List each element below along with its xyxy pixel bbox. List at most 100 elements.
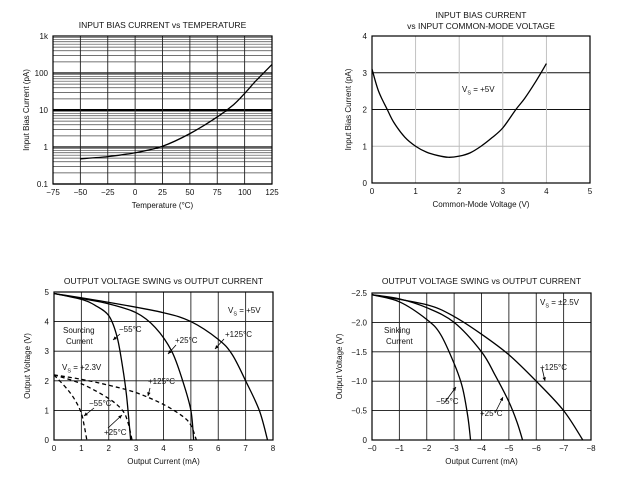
annotation-label: −55°C <box>436 397 459 406</box>
chart-title: OUTPUT VOLTAGE SWING vs OUTPUT CURRENT <box>382 276 581 286</box>
arrowhead-icon <box>499 397 503 401</box>
x-tick-label: −8 <box>586 444 596 453</box>
y-tick-label: −2.5 <box>351 289 367 298</box>
annotation-label: Sinking <box>384 326 410 335</box>
plot-frame <box>371 292 592 441</box>
y-tick-label: 4 <box>45 318 50 327</box>
arrowhead-icon <box>542 377 546 381</box>
y-tick-label: 10 <box>39 106 48 115</box>
chart-4: OUTPUT VOLTAGE SWING vs OUTPUT CURRENT −0… <box>335 276 596 466</box>
x-tick-label: 2 <box>107 444 112 453</box>
x-tick-label: 1 <box>413 187 418 196</box>
x-tick-label: 0 <box>370 187 375 196</box>
chart-title: INPUT BIAS CURRENT <box>436 10 527 20</box>
x-tick-label: −6 <box>532 444 542 453</box>
x-tick-label: 50 <box>185 188 194 197</box>
annotation-label: Current <box>386 337 413 346</box>
y-tick-label: −2.0 <box>351 318 367 327</box>
chart-title: INPUT BIAS CURRENT vs TEMPERATURE <box>79 20 247 30</box>
y-tick-label: 1 <box>363 142 368 151</box>
y-tick-label: 3 <box>363 69 368 78</box>
series-line <box>53 292 132 441</box>
x-axis-label: Temperature (°C) <box>132 201 194 210</box>
x-tick-label: −1 <box>395 444 405 453</box>
y-tick-label: 4 <box>363 32 368 41</box>
x-axis-label: Common-Mode Voltage (V) <box>433 200 530 209</box>
series-line <box>80 64 273 160</box>
x-tick-label: 25 <box>158 188 167 197</box>
x-tick-label: 3 <box>134 444 139 453</box>
series-line <box>53 374 133 441</box>
annotation-text: = +5V <box>237 306 261 315</box>
x-tick-label: 5 <box>588 187 593 196</box>
plot-frame <box>52 35 273 185</box>
annotation-text: −55°C <box>436 397 459 406</box>
annotation-text: +125°C <box>148 377 175 386</box>
annotation-label: VS = +5V <box>462 85 495 97</box>
arrowhead-icon <box>84 412 88 416</box>
arrowhead-icon <box>147 392 151 396</box>
x-tick-label: −5 <box>504 444 514 453</box>
annotation-label: −55°C <box>119 325 142 334</box>
x-tick-label: 0 <box>52 444 57 453</box>
x-tick-label: 0 <box>133 188 138 197</box>
x-tick-label: 3 <box>501 187 506 196</box>
y-axis-label: Input Bias Current (pA) <box>344 68 353 150</box>
annotation-text: = +2.3V <box>71 363 102 372</box>
x-tick-label: 125 <box>265 188 279 197</box>
x-tick-label: −75 <box>46 188 60 197</box>
chart-title: vs INPUT COMMON-MODE VOLTAGE <box>407 21 555 31</box>
x-tick-label: 6 <box>216 444 221 453</box>
y-axis-label: Output Voltage (V) <box>23 333 32 399</box>
annotation-label: +25°C <box>480 409 503 418</box>
x-tick-label: 2 <box>457 187 462 196</box>
y-tick-label: 2 <box>363 106 368 115</box>
annotation-label: Current <box>66 337 93 346</box>
series-line <box>53 374 197 441</box>
annotation-label: +125°C <box>540 363 567 372</box>
x-tick-label: 5 <box>189 444 194 453</box>
y-tick-label: 0 <box>363 436 368 445</box>
x-tick-label: 1 <box>79 444 84 453</box>
plot-frame <box>371 35 591 184</box>
annotation-text: −55°C <box>119 325 142 334</box>
y-tick-label: 1k <box>40 32 49 41</box>
annotation-label: +125°C <box>225 330 252 339</box>
annotation-label: Sourcing <box>63 326 95 335</box>
annotation-text: −55°C <box>89 399 112 408</box>
annotation-label: VS = +5V <box>228 306 261 318</box>
plot-frame <box>53 291 274 441</box>
series-line <box>371 63 547 158</box>
annotation-text: +25°C <box>175 336 198 345</box>
x-tick-label: −0 <box>367 444 377 453</box>
annotation-text: V <box>462 85 468 94</box>
y-axis-label: Input Bias Current (pA) <box>22 69 31 151</box>
annotation-text: Current <box>66 337 93 346</box>
annotation-text: +125°C <box>540 363 567 372</box>
arrowhead-icon <box>168 350 172 354</box>
series-line <box>53 292 195 441</box>
series-line <box>53 292 269 441</box>
annotation-label: +25°C <box>175 336 198 345</box>
y-tick-label: 3 <box>45 347 50 356</box>
x-tick-label: 4 <box>544 187 549 196</box>
series-line <box>371 294 584 441</box>
annotation-text: V <box>228 306 234 315</box>
chart-3: OUTPUT VOLTAGE SWING vs OUTPUT CURRENT 0 1… <box>23 276 276 466</box>
y-tick-label: 2 <box>45 377 50 386</box>
y-tick-label: −0.5 <box>351 407 367 416</box>
annotation-text: V <box>62 363 68 372</box>
y-tick-label: 1 <box>45 406 50 415</box>
annotation-subscript: S <box>545 304 549 310</box>
x-tick-label: 100 <box>238 188 252 197</box>
arrowhead-icon <box>118 415 122 419</box>
arrowhead-icon <box>113 336 117 340</box>
annotation-subscript: S <box>233 312 237 318</box>
annotation-subscript: S <box>67 369 71 375</box>
x-tick-label: −2 <box>422 444 432 453</box>
annotation-subscript: S <box>467 91 471 97</box>
annotation-text: +125°C <box>225 330 252 339</box>
annotation-text: = ±2.5V <box>549 298 580 307</box>
y-tick-label: 0 <box>363 179 368 188</box>
